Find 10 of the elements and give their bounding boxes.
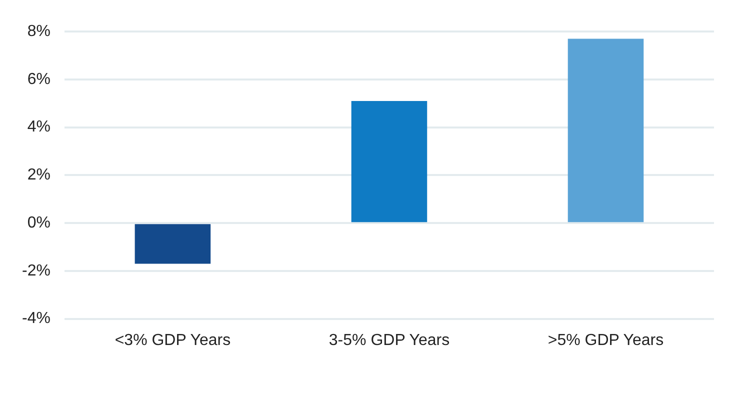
- y-tick-label: 8%: [27, 23, 50, 40]
- x-tick-label: <3% GDP Years: [114, 332, 231, 349]
- y-tick-label: -4%: [22, 310, 50, 328]
- y-tick-label: -2%: [22, 262, 50, 280]
- y-tick-label: 2%: [27, 166, 50, 184]
- x-tick-label: 3-5% GDP Years: [328, 332, 450, 349]
- x-tick-label: >5% GDP Years: [548, 332, 664, 349]
- y-tick-label: 6%: [27, 70, 50, 88]
- y-tick-label: 0%: [27, 214, 50, 232]
- y-tick-label: 4%: [27, 118, 50, 136]
